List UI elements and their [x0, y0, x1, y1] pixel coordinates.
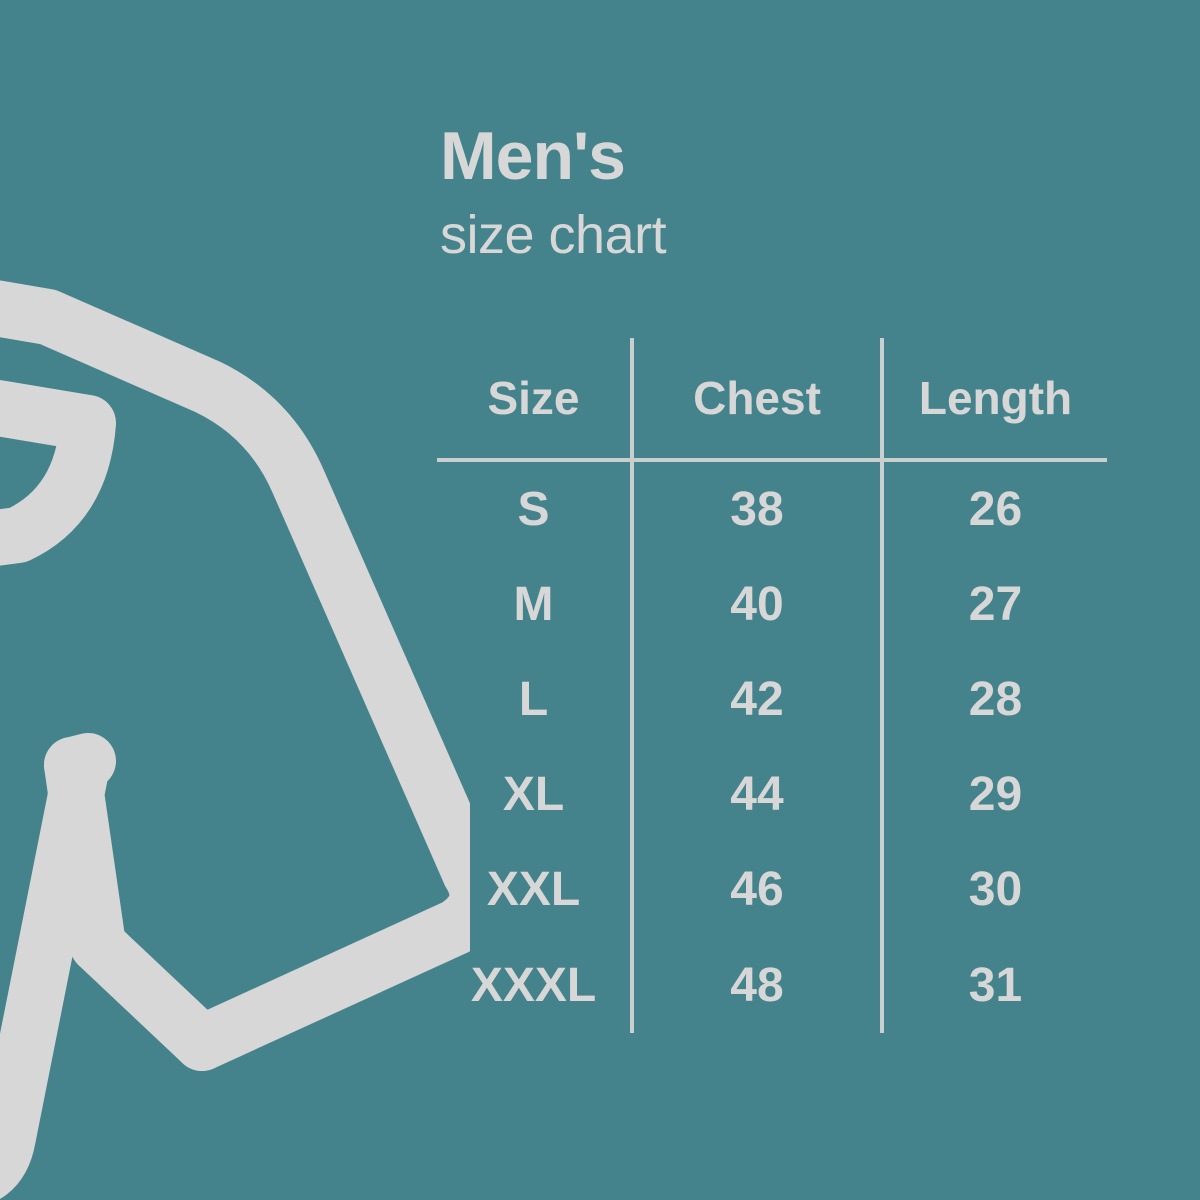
cell-chest: 38 [632, 460, 884, 557]
cell-chest: 46 [632, 842, 884, 937]
table-row: XXXL 48 31 [437, 937, 1107, 1033]
column-header-chest: Chest [632, 338, 884, 462]
cell-chest: 48 [632, 937, 884, 1033]
table-header: Size Chest Length [437, 338, 1107, 462]
table-header-row: Size Chest Length [437, 338, 1107, 462]
cell-length: 28 [968, 673, 1023, 726]
table-row: XXL 46 30 [437, 842, 1107, 937]
cell-length: 26 [968, 483, 1023, 536]
cell-size: L [437, 652, 634, 747]
page-title: Men's [440, 118, 626, 194]
table-body: S 38 26 M 40 27 L 42 28 XL 44 29 XXL 46 [437, 460, 1107, 1033]
cell-length: 27 [968, 578, 1023, 631]
cell-chest: 40 [632, 557, 884, 652]
cell-size: S [437, 460, 634, 557]
cell-length: 30 [968, 863, 1023, 916]
size-chart-table: Size Chest Length S 38 26 M 40 27 L 42 2… [437, 338, 1107, 1033]
table-row: M 40 27 [437, 557, 1107, 652]
cell-chest: 42 [632, 652, 884, 747]
table-row: S 38 26 [437, 460, 1107, 557]
page-subtitle: size chart [440, 205, 667, 265]
tshirt-outline-icon [0, 205, 506, 1200]
table-row: XL 44 29 [437, 747, 1107, 842]
cell-size: XXL [437, 842, 634, 937]
cell-size: XL [437, 747, 634, 842]
cell-size: XXXL [437, 937, 634, 1033]
cell-length: 29 [968, 768, 1023, 821]
table-row: L 42 28 [437, 652, 1107, 747]
cell-length: 31 [968, 958, 1023, 1012]
column-header-length: Length [882, 338, 1107, 462]
chart-title-block: Men's size chart [440, 122, 1140, 262]
column-header-size: Size [437, 338, 634, 462]
cell-chest: 44 [632, 747, 884, 842]
cell-size: M [437, 557, 634, 652]
